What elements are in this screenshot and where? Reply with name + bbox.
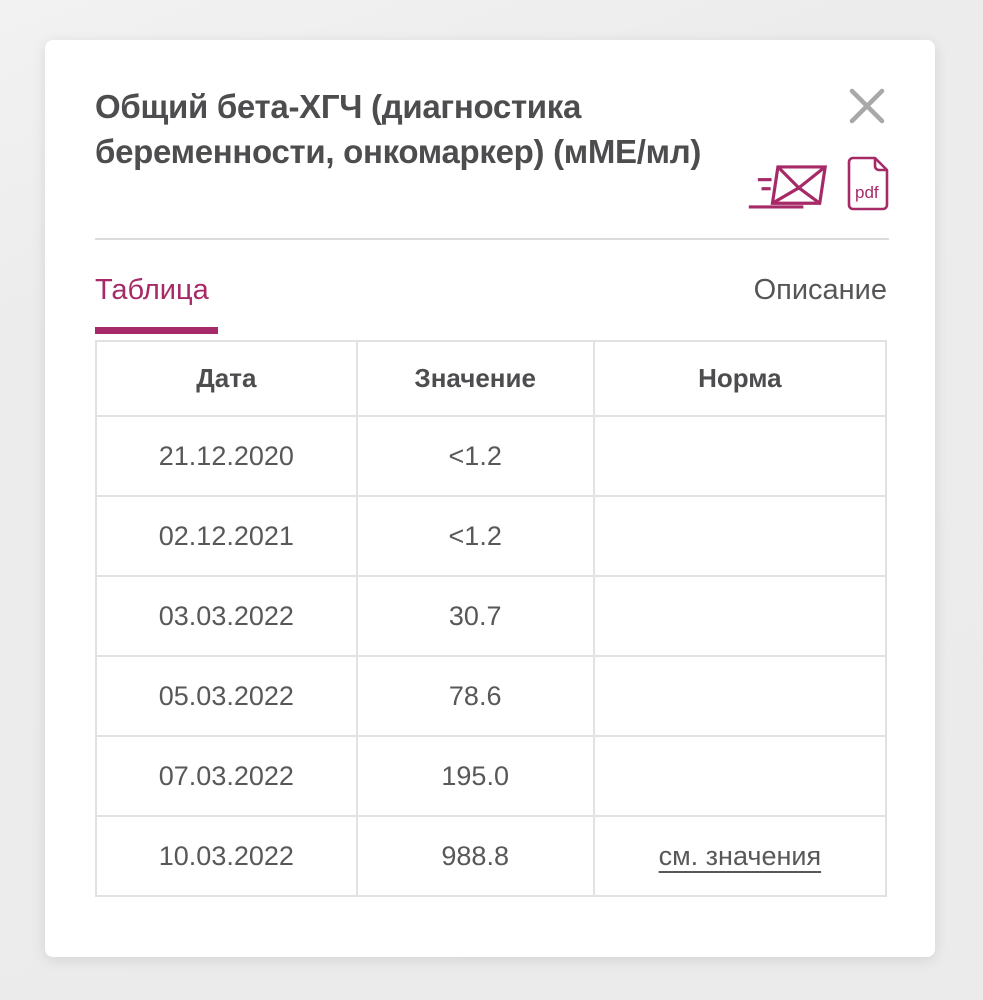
test-title: Общий бета-ХГЧ (диагностика беременности… [95,88,702,170]
table-row: 03.03.2022 30.7 [95,575,888,657]
tab-bar: Таблица Описание [95,274,887,307]
date-cell: 07.03.2022 [95,735,358,817]
tab-description[interactable]: Описание [753,274,887,306]
table-row: 02.12.2021 <1.2 [95,495,888,577]
table-row: 05.03.2022 78.6 [95,655,888,737]
value-cell: <1.2 [355,415,595,497]
value-cell: 195.0 [355,735,595,817]
date-cell: 02.12.2021 [95,495,358,577]
header-divider [95,238,889,240]
value-cell: 78.6 [355,655,595,737]
table-header-row: Дата Значение Норма [95,340,888,417]
norm-cell [592,495,888,577]
value-cell: 988.8 [355,815,595,897]
pdf-badge-label: pdf [855,183,879,202]
table-row: 07.03.2022 195.0 [95,735,888,817]
date-cell: 05.03.2022 [95,655,358,737]
norm-cell: см. значения [592,815,888,897]
active-tab-indicator [95,327,218,334]
column-header-value: Значение [355,340,595,417]
tab-table[interactable]: Таблица [95,274,209,306]
date-cell: 21.12.2020 [95,415,358,497]
norm-cell [592,575,888,657]
result-modal-card: Общий бета-ХГЧ (диагностика беременности… [45,40,935,957]
date-cell: 10.03.2022 [95,815,358,897]
see-values-link[interactable]: см. значения [658,840,822,871]
send-email-icon [747,161,827,211]
date-cell: 03.03.2022 [95,575,358,657]
column-header-norm: Норма [592,340,888,417]
close-button[interactable] [847,86,887,126]
value-cell: 30.7 [355,575,595,657]
table-row: 21.12.2020 <1.2 [95,415,888,497]
header-actions: pdf [747,84,889,211]
value-cell: <1.2 [355,495,595,577]
send-email-button[interactable] [747,161,827,211]
export-actions: pdf [747,156,889,211]
download-pdf-button[interactable]: pdf [847,156,889,211]
modal-header: Общий бета-ХГЧ (диагностика беременности… [45,40,935,211]
norm-cell [592,415,888,497]
table-row: 10.03.2022 988.8 см. значения [95,815,888,897]
norm-cell [592,655,888,737]
close-icon [848,87,886,125]
pdf-file-icon: pdf [847,156,889,211]
results-table: Дата Значение Норма 21.12.2020 <1.2 02.1… [95,340,888,897]
column-header-date: Дата [95,340,358,417]
norm-cell [592,735,888,817]
